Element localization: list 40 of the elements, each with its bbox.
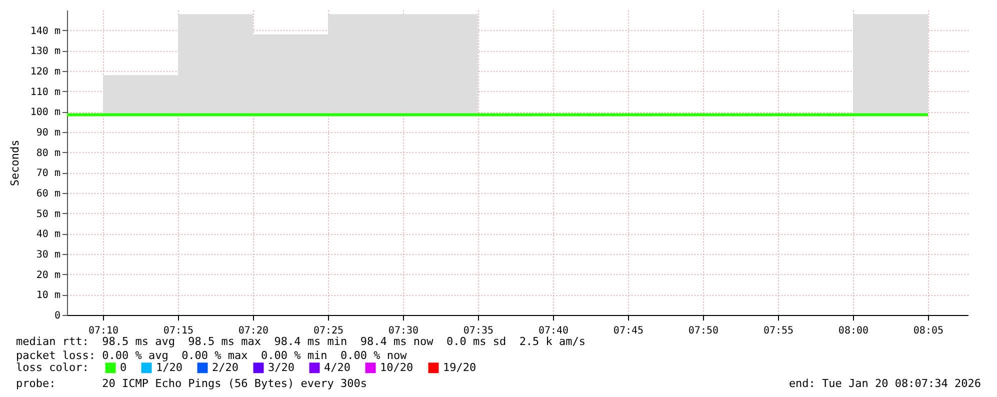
x-tick-label: 07:55 bbox=[763, 326, 794, 336]
x-tick-label: 07:20 bbox=[238, 326, 268, 336]
x-tick-label: 08:00 bbox=[838, 326, 869, 336]
y-tick-label: 130 m bbox=[30, 46, 60, 58]
legend-label: 0 bbox=[120, 360, 127, 374]
y-tick-label: 120 m bbox=[30, 66, 60, 78]
x-tick-label: 07:35 bbox=[463, 326, 494, 336]
legend-title: loss color: bbox=[16, 361, 89, 374]
x-tick-label: 07:40 bbox=[538, 326, 569, 336]
legend-label: 10/20 bbox=[380, 360, 414, 374]
y-tick-label: 20 m bbox=[36, 270, 60, 281]
y-tick-label: 10 m bbox=[36, 290, 60, 302]
x-tick-label: 07:15 bbox=[163, 326, 194, 336]
legend-label: 1/20 bbox=[156, 360, 182, 374]
y-tick-label: 40 m bbox=[36, 229, 60, 240]
x-tick-label: 07:45 bbox=[613, 326, 644, 336]
x-tick-label: 08:05 bbox=[913, 326, 944, 336]
x-tick-label: 07:30 bbox=[388, 326, 419, 336]
text: packet loss: 0.00 % avg 0.00 % max 0.00 % min 0.00 % now bbox=[16, 349, 407, 362]
x-tick-label: 07:10 bbox=[88, 326, 119, 336]
y-tick-label: 140 m bbox=[30, 26, 60, 37]
legend-label: 4/20 bbox=[324, 360, 350, 374]
legend-label: 3/20 bbox=[268, 360, 294, 374]
y-axis-title: Seconds bbox=[8, 140, 22, 186]
y-tick-label: 100 m bbox=[30, 107, 60, 118]
y-tick-label: 90 m bbox=[36, 128, 60, 138]
y-tick-label: 70 m bbox=[36, 168, 60, 180]
y-tick-label: 0 bbox=[54, 310, 60, 322]
y-tick-label: 50 m bbox=[36, 208, 60, 220]
x-tick-label: 07:25 bbox=[313, 326, 344, 336]
text: median rtt: 98.5 ms avg 98.5 ms max 98.4 ms min 98.4 ms now 0.0 ms sd 2.5 k am/s bbox=[16, 335, 586, 348]
text: probe: 20 ICMP Echo Pings (56 Bytes) every 300s bbox=[16, 377, 367, 390]
y-tick-label: 80 m bbox=[36, 148, 60, 159]
y-tick-label: 30 m bbox=[36, 250, 60, 260]
y-tick-label: 60 m bbox=[36, 188, 60, 200]
legend-label: 19/20 bbox=[443, 360, 476, 374]
legend-label: 2/20 bbox=[212, 360, 238, 374]
x-tick-label: 07:50 bbox=[688, 326, 718, 336]
text: end: Tue Jan 20 08:07:34 2026 bbox=[788, 377, 981, 390]
y-tick-label: 110 m bbox=[30, 86, 60, 98]
